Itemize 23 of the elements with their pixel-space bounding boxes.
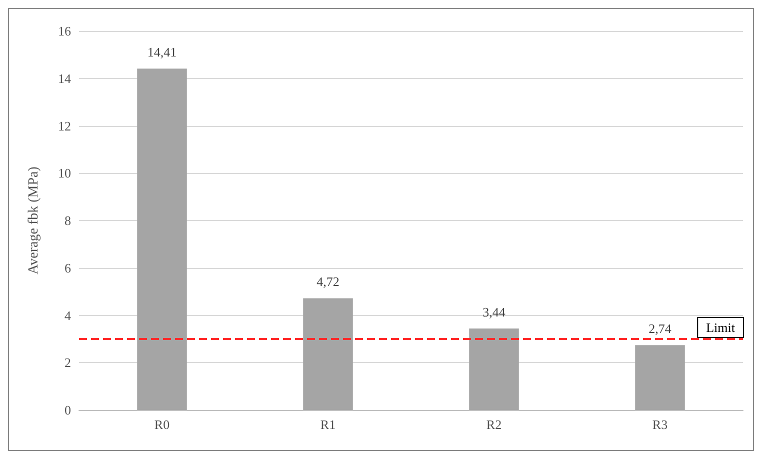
data-label: 2,74 <box>648 321 672 336</box>
y-tick-label: 2 <box>64 355 71 370</box>
y-tick-label: 8 <box>64 213 71 228</box>
x-tick-label: R2 <box>486 417 502 432</box>
x-tick-label: R0 <box>154 417 170 432</box>
y-tick-label: 4 <box>64 308 72 323</box>
y-tick-label: 14 <box>58 70 72 86</box>
data-label: 3,44 <box>482 304 506 320</box>
bar <box>469 328 519 410</box>
y-tick-label: 6 <box>64 260 72 276</box>
data-label: 14,41 <box>147 44 177 60</box>
y-tick-label: 16 <box>58 24 72 38</box>
y-tick-label: 10 <box>58 166 71 181</box>
bar <box>137 68 187 410</box>
y-tick-label: 12 <box>58 118 71 134</box>
data-label: 4,72 <box>316 274 340 290</box>
y-axis-title: Average fbk (MPa) <box>26 166 42 274</box>
ref-line-label: Limit <box>706 320 736 335</box>
x-tick-label: R3 <box>652 417 668 432</box>
x-tick-label: R1 <box>320 417 336 432</box>
bar <box>635 345 685 410</box>
y-tick-label: 0 <box>64 402 71 418</box>
bar <box>303 298 353 410</box>
